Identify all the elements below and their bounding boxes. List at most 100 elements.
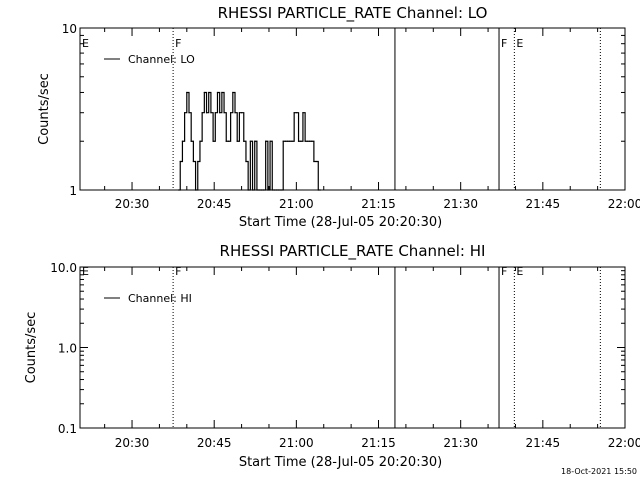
data-point	[221, 91, 223, 94]
data-point	[190, 140, 192, 142]
x-tick-label: 20:30	[115, 197, 150, 211]
x-tick-label: 21:15	[361, 197, 396, 211]
x-tick-label: 22:00	[608, 436, 640, 450]
marker-label: E	[516, 265, 523, 278]
data-point	[192, 160, 194, 163]
data-point	[273, 189, 276, 191]
data-point	[223, 112, 225, 114]
data-point	[247, 189, 249, 191]
x-tick-label: 21:00	[279, 197, 314, 211]
data-point	[262, 189, 265, 191]
data-point	[297, 140, 300, 142]
x-tick-label: 21:15	[361, 436, 396, 450]
data-point	[319, 189, 322, 191]
data-point	[201, 112, 203, 114]
data-point	[269, 140, 271, 142]
data-point	[197, 160, 199, 163]
data-point	[280, 189, 282, 191]
data-point	[186, 91, 188, 94]
data-point	[214, 112, 216, 114]
data-point	[216, 91, 219, 94]
data-point	[232, 91, 234, 94]
data-point	[302, 112, 304, 114]
data-point	[238, 112, 240, 114]
chart-title: RHESSI PARTICLE_RATE Channel: HI	[220, 242, 486, 261]
x-tick-label: 21:00	[279, 436, 314, 450]
data-point	[243, 140, 245, 142]
data-point	[282, 140, 284, 142]
x-tick-label: 20:45	[197, 197, 232, 211]
x-tick-label: 21:30	[443, 436, 478, 450]
data-point	[203, 91, 205, 94]
marker-label: E	[82, 265, 89, 278]
data-point	[181, 140, 184, 142]
data-point	[260, 189, 262, 191]
data-point	[276, 189, 278, 191]
x-tick-label: 21:45	[526, 197, 561, 211]
data-point	[254, 140, 256, 142]
y-tick-label: 10.0	[50, 261, 77, 275]
data-point	[194, 189, 197, 191]
legend-label: Channel: LO	[128, 53, 195, 66]
x-tick-label: 22:00	[608, 197, 640, 211]
data-point	[308, 140, 311, 142]
data-point	[256, 189, 258, 191]
data-point	[177, 189, 180, 191]
plot-frame	[79, 27, 626, 191]
data-point	[249, 140, 251, 142]
data-point	[300, 140, 302, 142]
data-point	[313, 160, 315, 163]
x-tick-label: 20:45	[197, 436, 232, 450]
data-point	[267, 189, 269, 191]
marker-label: F	[175, 37, 181, 50]
y-tick-label: 10	[62, 22, 77, 36]
data-point	[306, 140, 308, 142]
data-point	[315, 160, 317, 163]
data-point	[240, 112, 243, 114]
data-point	[304, 140, 306, 142]
timestamp: 18-Oct-2021 15:50	[561, 467, 637, 476]
chart-title: RHESSI PARTICLE_RATE Channel: LO	[218, 4, 488, 23]
data-point	[208, 91, 210, 94]
data-point	[278, 189, 280, 191]
marker-label: F	[501, 265, 507, 278]
data-point	[225, 140, 227, 142]
y-tick-label: 1	[69, 184, 77, 198]
y-axis-label: Counts/sec	[37, 73, 52, 145]
data-point	[295, 112, 297, 114]
data-point	[289, 140, 291, 142]
y-tick-label: 0.1	[58, 422, 77, 436]
marker-label: E	[82, 37, 89, 50]
plot-hi: RHESSI PARTICLE_RATE Channel: HI 20:30 20:…	[24, 242, 640, 470]
x-tick-label: 21:45	[526, 436, 561, 450]
data-point	[219, 112, 221, 114]
data-point	[245, 160, 247, 163]
x-tick-label: 20:30	[115, 436, 150, 450]
marker-label: F	[175, 265, 181, 278]
y-axis-label: Counts/sec	[24, 312, 39, 384]
x-tick-label: 21:30	[443, 197, 478, 211]
data-point	[291, 140, 293, 142]
data-point	[205, 112, 208, 114]
data-point	[179, 160, 181, 163]
data-point	[286, 140, 289, 142]
data-point	[271, 189, 273, 191]
data-point	[199, 140, 201, 142]
data-point	[311, 140, 313, 142]
data-point	[210, 112, 212, 114]
marker-label: E	[516, 37, 523, 50]
data-point	[184, 112, 186, 114]
data-point	[212, 140, 214, 142]
y-tick-label: 1.0	[58, 342, 77, 356]
legend-label: Channel: HI	[128, 292, 192, 305]
data-point	[236, 140, 238, 142]
data-point	[251, 189, 254, 191]
x-axis-label: Start Time (28-Jul-05 20:20:30)	[239, 215, 442, 230]
plot-lo: RHESSI PARTICLE_RATE Channel: LO 20:30 20:…	[37, 4, 640, 230]
marker-label: F	[501, 37, 507, 50]
data-point	[284, 140, 287, 142]
data-point	[230, 112, 232, 114]
x-axis-label: Start Time (28-Jul-05 20:20:30)	[239, 455, 442, 470]
data-point	[265, 140, 267, 142]
